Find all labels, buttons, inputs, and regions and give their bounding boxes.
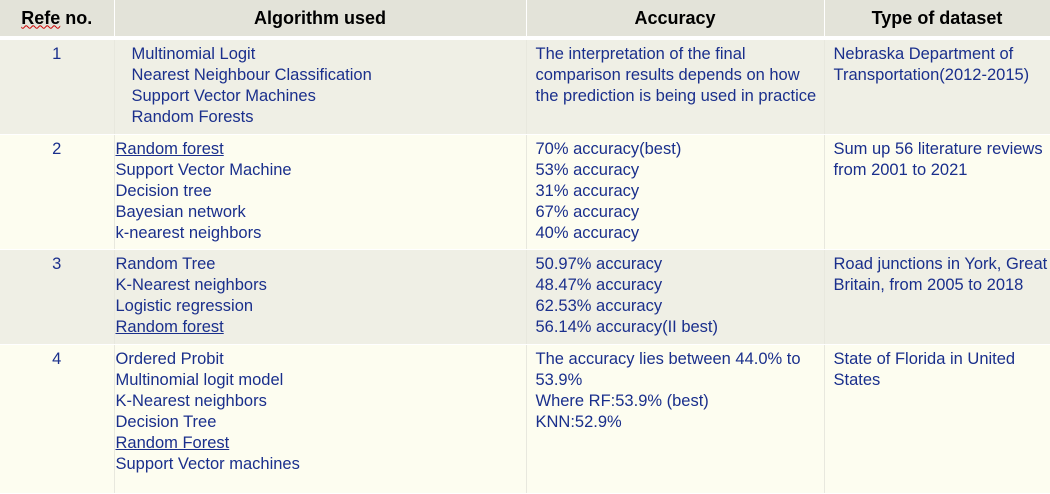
dataset-cell: Road junctions in York, Great Britain, f… <box>824 249 1050 345</box>
accuracy-item: 53% accuracy <box>535 161 640 179</box>
algorithm-item: Random Forest <box>115 434 230 452</box>
ref-number: 3 <box>0 249 115 345</box>
ref-number: 1 <box>0 38 115 135</box>
header-accuracy: Accuracy <box>526 0 825 40</box>
accuracy-cell: 70% accuracy(best) 53% accuracy 31% accura… <box>526 134 825 250</box>
algorithm-item: Nearest Neighbour Classification <box>131 66 372 84</box>
accuracy-item: The interpretation of the final comparis… <box>535 45 817 105</box>
table-row: 2 Random forest Support Vector Machine Deci… <box>0 134 1050 250</box>
algorithm-item: k-nearest neighbors <box>115 224 262 242</box>
header-algorithm: Algorithm used <box>114 0 527 40</box>
dataset-cell: State of Florida in United States <box>824 344 1050 494</box>
accuracy-item: 67% accuracy <box>535 203 640 221</box>
algorithm-item: Support Vector Machines <box>131 87 316 105</box>
algorithm-item: Support Vector machines <box>115 455 300 473</box>
accuracy-cell: 50.97% accuracy 48.47% accuracy 62.53% acc… <box>526 249 825 345</box>
algorithm-item: Random forest <box>115 140 224 158</box>
algorithm-item: Support Vector Machine <box>115 161 292 179</box>
algorithm-cell: Random forest Support Vector Machine Decis… <box>114 134 527 250</box>
algorithm-item: Decision tree <box>115 182 212 200</box>
accuracy-cell: The accuracy lies between 44.0% to 53.9%… <box>526 344 825 494</box>
accuracy-item: 31% accuracy <box>535 182 640 200</box>
accuracy-item: KNN:52.9% <box>535 413 622 431</box>
header-dataset: Type of dataset <box>824 0 1050 40</box>
accuracy-item: 50.97% accuracy <box>535 255 663 273</box>
algorithm-cell: Multinomial Logit Nearest Neighbour Class… <box>114 38 527 135</box>
accuracy-item: 56.14% accuracy(II best) <box>535 318 719 336</box>
algorithm-item: Logistic regression <box>115 297 254 315</box>
accuracy-item: Where RF:53.9% (best) <box>535 392 709 410</box>
accuracy-item: 48.47% accuracy <box>535 276 663 294</box>
algorithm-item: Multinomial Logit <box>131 45 256 63</box>
table-row: 1 Multinomial Logit Nearest Neighbour Clas… <box>0 38 1050 135</box>
algorithm-item: Ordered Probit <box>115 350 224 368</box>
table-row: 4 Ordered Probit Multinomial logit model K-… <box>0 344 1050 494</box>
dataset-cell: Sum up 56 literature reviews from 2001 t… <box>824 134 1050 250</box>
algorithm-cell: Ordered Probit Multinomial logit model K-N… <box>114 344 527 494</box>
header-ref-rest: no. <box>60 7 93 28</box>
header-row: Refe no. Algorithm used Accuracy Type of… <box>0 0 1050 40</box>
algorithm-cell: Random Tree K-Nearest neighbors Logistic r… <box>114 249 527 345</box>
accuracy-cell: The interpretation of the final comparis… <box>526 38 825 135</box>
header-ref-word: Refe <box>21 7 61 28</box>
algorithm-item: Bayesian network <box>115 203 246 221</box>
algorithm-item: Random Tree <box>115 255 216 273</box>
header-ref-no: Refe no. <box>0 0 115 40</box>
algorithm-item: K-Nearest neighbors <box>115 392 267 410</box>
accuracy-item: 62.53% accuracy <box>535 297 663 315</box>
ref-number: 2 <box>0 134 115 250</box>
algorithm-item: Random forest <box>115 318 224 336</box>
dataset-cell: Nebraska Department of Transportation(20… <box>824 38 1050 135</box>
algorithm-item: Decision Tree <box>115 413 217 431</box>
table-row: 3 Random Tree K-Nearest neighbors Logistic … <box>0 249 1050 345</box>
accuracy-item: 40% accuracy <box>535 224 640 242</box>
algorithm-item: Random Forests <box>131 108 254 126</box>
algorithm-item: K-Nearest neighbors <box>115 276 267 294</box>
ref-number: 4 <box>0 344 115 494</box>
accuracy-item: The accuracy lies between 44.0% to 53.9% <box>535 350 801 389</box>
accuracy-item: 70% accuracy(best) <box>535 140 682 158</box>
algorithm-item: Multinomial logit model <box>115 371 284 389</box>
